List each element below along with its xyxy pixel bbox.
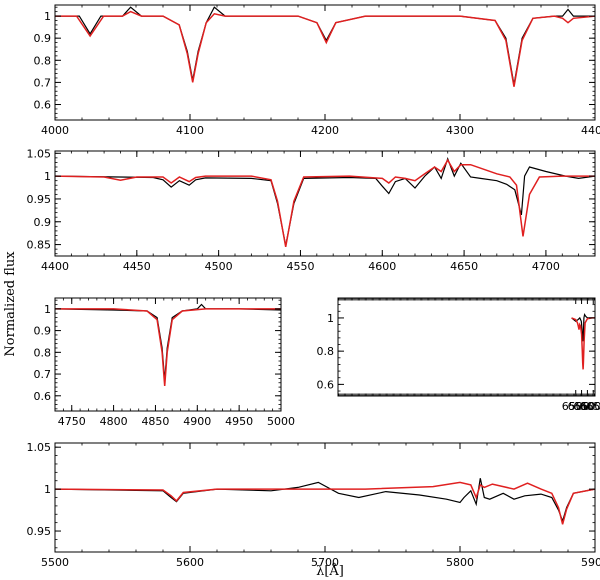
y-tick-label: 1.05 — [27, 441, 52, 454]
observed-spectrum-line — [55, 157, 595, 246]
y-tick-label: 0.7 — [34, 76, 52, 89]
x-tick-label: 4300 — [446, 124, 474, 137]
model-spectrum-line — [571, 317, 595, 370]
x-tick-label: 4200 — [311, 124, 339, 137]
x-tick-label: 5700 — [311, 556, 339, 569]
y-tick-label: 0.85 — [27, 239, 52, 252]
x-tick-label: 4100 — [176, 124, 204, 137]
x-tick-label: 4650 — [450, 260, 478, 273]
y-tick-label: 0.6 — [317, 378, 335, 391]
x-tick-label: 4800 — [100, 415, 128, 428]
x-tick-label: 6600 — [573, 400, 600, 413]
y-tick-label: 1.05 — [27, 147, 52, 160]
panel-frame — [337, 297, 596, 397]
model-spectrum-line — [55, 481, 595, 525]
panel-p3: 4750 4800 4850 4900 4950 5000 0.6 0.7 0.8 0.9 1 — [34, 297, 295, 428]
x-tick-label: 5600 — [176, 556, 204, 569]
panel-frame — [54, 297, 282, 412]
x-tick-label: 6550 — [568, 400, 596, 413]
y-tick-label: 0.8 — [317, 345, 335, 358]
x-tick-label: 5500 — [41, 556, 69, 569]
observed-spectrum-line — [55, 478, 595, 523]
y-tick-label: 1 — [44, 10, 51, 23]
x-tick-label: 4750 — [58, 415, 86, 428]
x-tick-label: 5800 — [446, 556, 474, 569]
x-tick-label: 4600 — [368, 260, 396, 273]
x-tick-label: 4500 — [205, 260, 233, 273]
x-tick-label: 4950 — [225, 415, 253, 428]
y-tick-label: 0.8 — [34, 54, 52, 67]
y-axis-title: Normalized flux — [3, 251, 18, 357]
y-tick-label: 1 — [327, 312, 334, 325]
x-tick-label: 4450 — [123, 260, 151, 273]
y-tick-label: 0.6 — [34, 390, 52, 403]
y-tick-label: 0.9 — [34, 32, 52, 45]
x-tick-label: 4000 — [41, 124, 69, 137]
x-tick-label: 4700 — [532, 260, 560, 273]
y-tick-label: 0.95 — [27, 525, 52, 538]
panel-frame — [54, 4, 596, 121]
y-tick-label: 0.8 — [34, 346, 52, 359]
panel-p1: 4000 4100 4200 4300 4400 0.6 0.7 0.8 0.9 1 — [34, 4, 600, 137]
y-tick-label: 1 — [44, 483, 51, 496]
model-spectrum-line — [55, 10, 595, 87]
y-tick-label: 0.95 — [27, 193, 52, 206]
x-tick-label: 4400 — [581, 124, 600, 137]
x-tick-label: 4900 — [183, 415, 211, 428]
y-tick-label: 0.9 — [34, 325, 52, 338]
panel-frame — [54, 442, 596, 553]
x-tick-label: 5000 — [267, 415, 295, 428]
panel-frame — [54, 150, 596, 257]
y-tick-label: 0.6 — [34, 99, 52, 112]
y-tick-label: 0.7 — [34, 368, 52, 381]
y-tick-label: 1 — [44, 303, 51, 316]
x-tick-label: 4400 — [41, 260, 69, 273]
x-tick-label: 4850 — [141, 415, 169, 428]
y-tick-label: 0.9 — [34, 216, 52, 229]
model-spectrum-line — [55, 308, 281, 387]
x-tick-label: 6500 — [562, 400, 590, 413]
panel-p2: 4400 4450 4500 4550 4600 4650 4700 0.85 0.9 0.95 1… — [27, 147, 596, 273]
observed-spectrum-line — [55, 6, 595, 85]
model-spectrum-line — [55, 158, 595, 248]
x-tick-label: 4550 — [286, 260, 314, 273]
x-axis-title: λ[Å] — [316, 563, 344, 579]
y-tick-label: 1 — [44, 170, 51, 183]
